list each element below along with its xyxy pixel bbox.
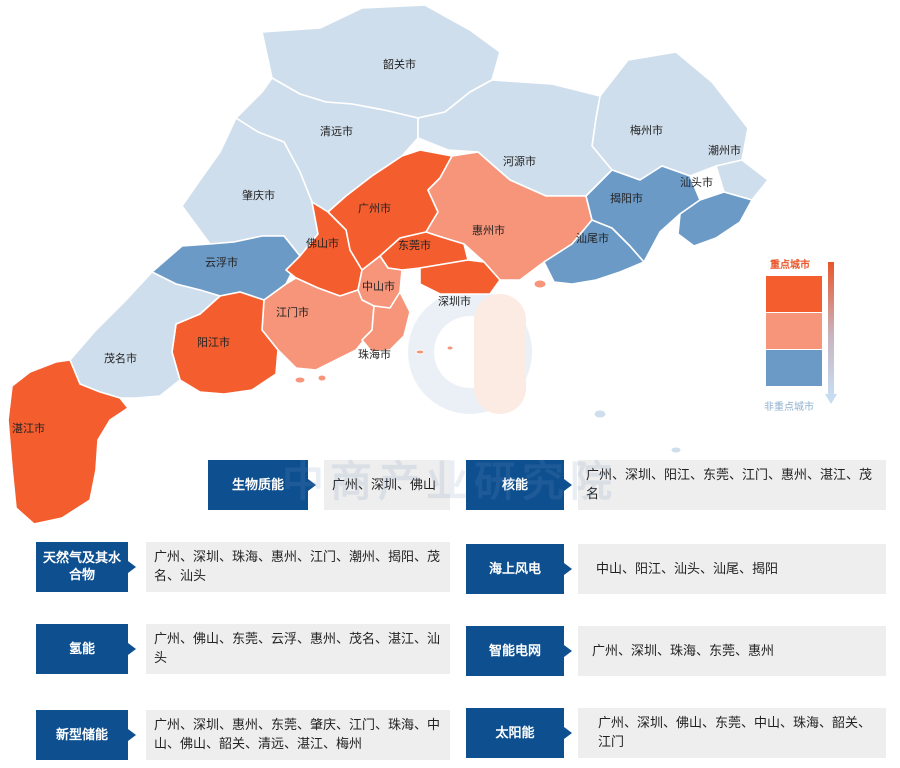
card-offshore-wind: 海上风电 中山、阳江、汕头、汕尾、揭阳 xyxy=(466,544,886,594)
region-shenzhen[interactable] xyxy=(419,259,501,295)
chevron-right-icon xyxy=(564,727,572,739)
legend-swatch-high xyxy=(766,276,822,312)
card-gas-hydrate-title: 天然气及其水合物 xyxy=(36,542,128,592)
watermark-logo-icon xyxy=(408,290,532,414)
label-shantou: 汕头市 xyxy=(680,175,713,189)
card-offshore-wind-title: 海上风电 xyxy=(466,544,564,594)
label-jieyang: 揭阳市 xyxy=(610,191,643,205)
legend-bottom-label: 非重点城市 xyxy=(764,400,814,413)
card-gas-hydrate-cities: 广州、深圳、珠海、惠州、江门、潮州、揭阳、茂名、汕头 xyxy=(146,542,450,592)
card-new-storage: 新型储能 广州、深圳、惠州、东莞、肇庆、江门、珠海、中山、佛山、韶关、清远、湛江… xyxy=(36,710,450,760)
card-biomass-title: 生物质能 xyxy=(208,460,308,510)
guangdong-map: 韶关市 清远市 梅州市 潮州市 河源市 肇庆市 广州市 汕头市 揭阳市 佛山市 … xyxy=(7,4,837,525)
card-nuclear-title: 核能 xyxy=(466,460,564,510)
card-new-storage-title: 新型储能 xyxy=(36,710,128,760)
label-qingyuan: 清远市 xyxy=(320,124,353,138)
label-shanwei: 汕尾市 xyxy=(576,231,609,245)
card-smart-grid-cities: 广州、深圳、珠海、东莞、惠州 xyxy=(578,626,886,676)
chevron-right-icon xyxy=(128,561,136,573)
region-huizhou[interactable] xyxy=(425,151,593,281)
region-chaozhou[interactable] xyxy=(715,159,769,201)
label-shaoguan: 韶关市 xyxy=(383,57,416,71)
legend-swatch-low xyxy=(766,350,822,386)
label-meizhou: 梅州市 xyxy=(630,123,663,137)
legend-top-label: 重点城市 xyxy=(770,258,810,271)
islands xyxy=(294,279,682,454)
card-nuclear: 核能 广州、深圳、阳江、东莞、江门、惠州、湛江、茂名 xyxy=(466,460,886,510)
legend-swatch-medium xyxy=(766,313,822,349)
label-zhanjiang: 湛江市 xyxy=(12,421,45,435)
label-zhuhai: 珠海市 xyxy=(358,347,391,361)
label-maoming: 茂名市 xyxy=(104,351,137,365)
card-hydrogen-cities: 广州、佛山、东莞、云浮、惠州、茂名、湛江、汕头 xyxy=(146,624,450,674)
label-zhongshan: 中山市 xyxy=(362,279,395,293)
card-biomass-cities: 广州、深圳、佛山 xyxy=(324,460,450,510)
label-dongguan: 东莞市 xyxy=(398,238,431,252)
region-zhanjiang[interactable] xyxy=(7,359,129,525)
label-yunfu: 云浮市 xyxy=(205,255,238,269)
card-solar-cities: 广州、深圳、佛山、东莞、中山、珠海、韶关、江门 xyxy=(578,708,886,758)
label-chaozhou: 潮州市 xyxy=(708,143,741,157)
chevron-right-icon xyxy=(564,645,572,657)
label-guangzhou: 广州市 xyxy=(358,201,391,215)
card-hydrogen: 氢能 广州、佛山、东莞、云浮、惠州、茂名、湛江、汕头 xyxy=(36,624,450,674)
chevron-right-icon xyxy=(128,729,136,741)
label-heyuan: 河源市 xyxy=(503,154,536,168)
region-yangjiang[interactable] xyxy=(171,291,279,395)
label-huizhou: 惠州市 xyxy=(472,223,505,237)
card-smart-grid: 智能电网 广州、深圳、珠海、东莞、惠州 xyxy=(466,626,886,676)
chevron-right-icon xyxy=(564,563,572,575)
card-biomass: 生物质能 广州、深圳、佛山 xyxy=(208,460,450,510)
label-yangjiang: 阳江市 xyxy=(197,335,230,349)
region-zhuhai[interactable] xyxy=(361,291,411,353)
card-solar-title: 太阳能 xyxy=(466,708,564,758)
card-smart-grid-title: 智能电网 xyxy=(466,626,564,676)
chevron-right-icon xyxy=(308,479,316,491)
label-shenzhen: 深圳市 xyxy=(438,294,471,308)
chevron-right-icon xyxy=(128,643,136,655)
card-new-storage-cities: 广州、深圳、惠州、东莞、肇庆、江门、珠海、中山、佛山、韶关、清远、湛江、梅州 xyxy=(146,710,450,760)
card-solar: 太阳能 广州、深圳、佛山、东莞、中山、珠海、韶关、江门 xyxy=(466,708,886,758)
card-gas-hydrate: 天然气及其水合物 广州、深圳、珠海、惠州、江门、潮州、揭阳、茂名、汕头 xyxy=(36,542,450,592)
legend-arrow-icon xyxy=(825,394,837,404)
card-offshore-wind-cities: 中山、阳江、汕头、汕尾、揭阳 xyxy=(578,544,886,594)
card-nuclear-cities: 广州、深圳、阳江、东莞、江门、惠州、湛江、茂名 xyxy=(578,460,886,510)
region-meizhou[interactable] xyxy=(591,51,749,181)
region-shantou[interactable] xyxy=(677,191,753,247)
label-jiangmen: 江门市 xyxy=(276,305,309,319)
legend-gradient-bar xyxy=(828,262,834,394)
map-legend: 重点城市 非重点城市 xyxy=(764,258,837,413)
chevron-right-icon xyxy=(564,479,572,491)
label-zhaoqing: 肇庆市 xyxy=(242,188,275,202)
label-foshan: 佛山市 xyxy=(306,236,339,250)
card-hydrogen-title: 氢能 xyxy=(36,624,128,674)
